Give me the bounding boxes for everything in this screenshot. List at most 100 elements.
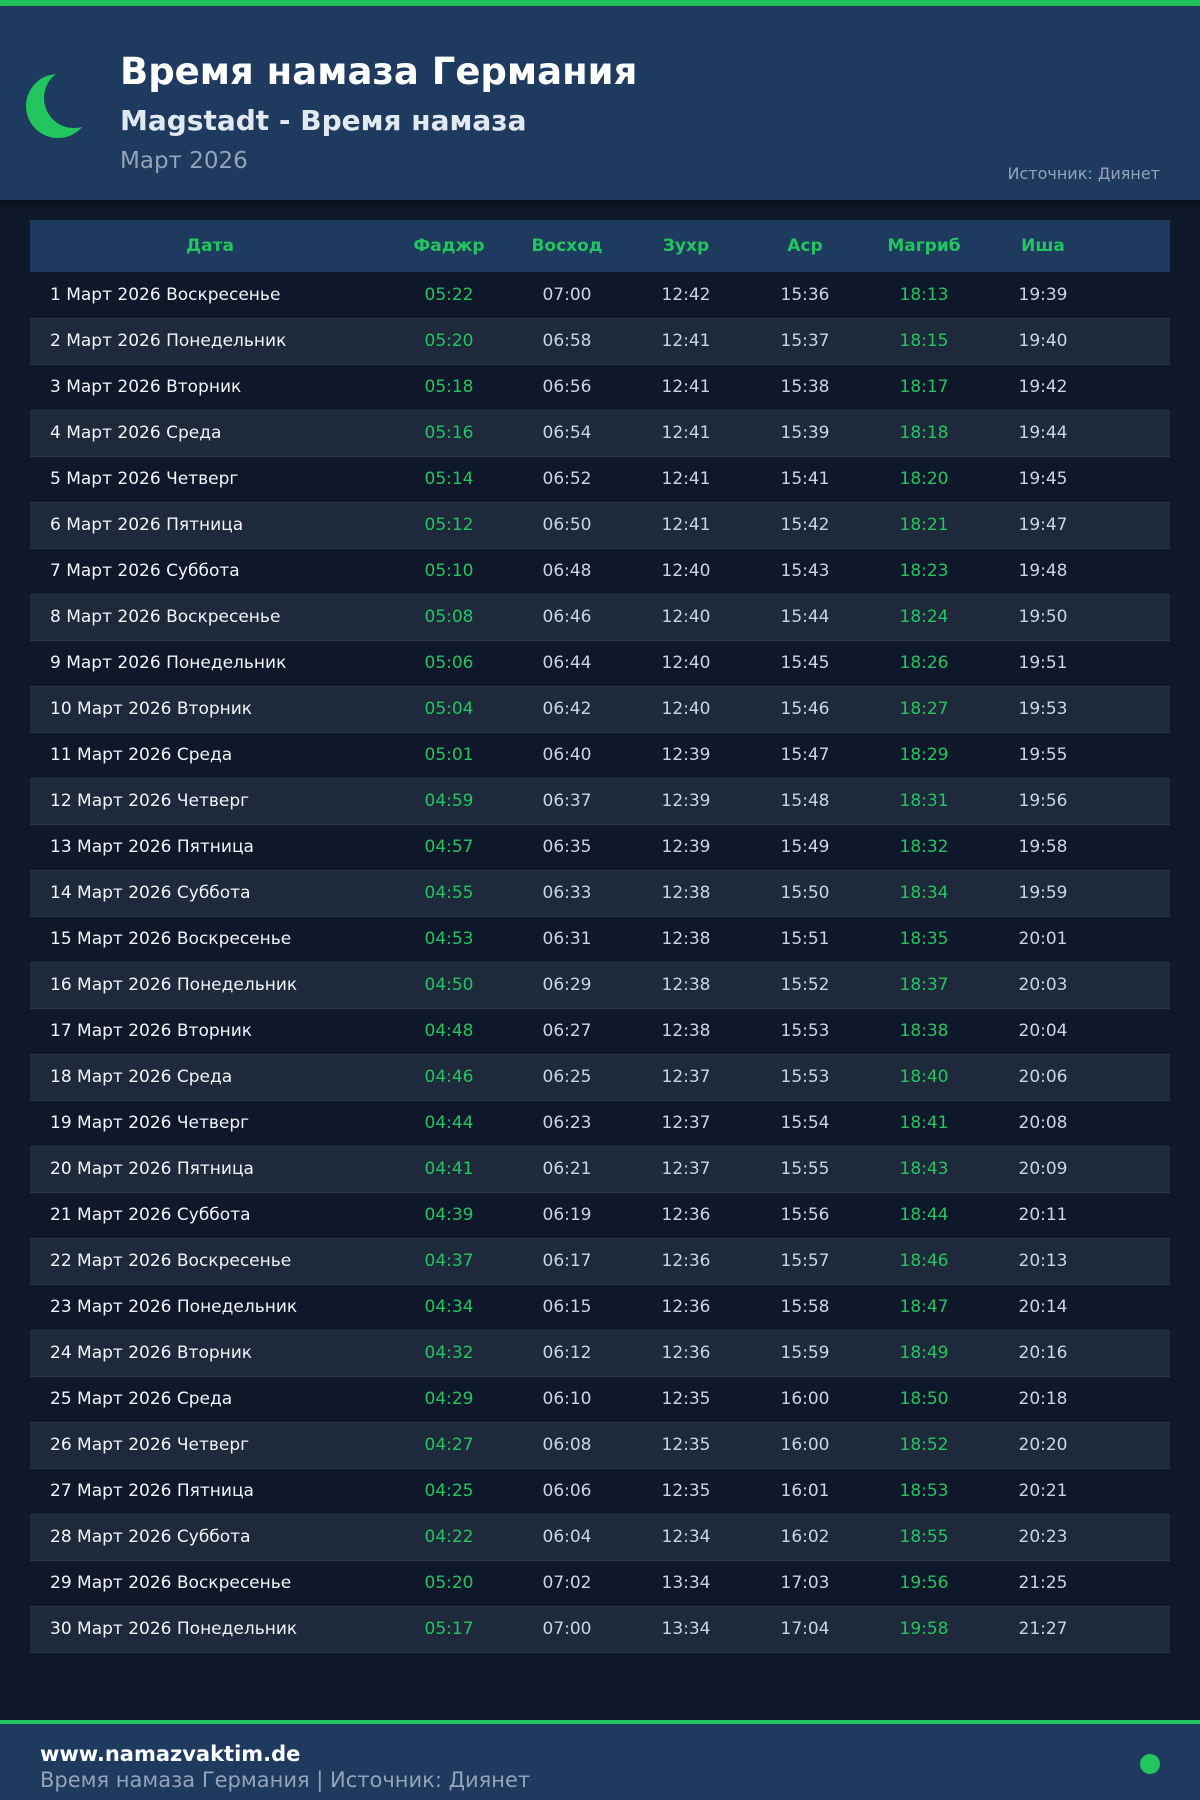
time-cell: 15:47	[746, 732, 864, 779]
table-row: 10 Март 2026 Вторник 05:04 06:42 12:40 15:46…	[30, 686, 1170, 733]
footer-text: Время намаза Германия | Источник: Диянет	[40, 1768, 531, 1792]
time-cell: 16:01	[746, 1468, 864, 1515]
time-cell: 21:27	[984, 1606, 1102, 1653]
time-cell: 15:38	[746, 364, 864, 411]
time-cell: 19:56	[864, 1560, 984, 1607]
time-cell: 06:46	[508, 594, 626, 641]
column-header: Фаджр	[413, 236, 485, 256]
time-cell: 12:38	[626, 916, 746, 963]
time-cell: 04:55	[390, 870, 508, 917]
time-cell: 20:14	[984, 1284, 1102, 1331]
time-cell: 20:21	[984, 1468, 1102, 1515]
column-header: Восход	[531, 236, 603, 256]
time-cell: 15:57	[746, 1238, 864, 1285]
time-cell: 06:42	[508, 686, 626, 733]
time-cell: 05:14	[390, 456, 508, 503]
time-cell: 18:18	[864, 410, 984, 457]
table-row: 15 Март 2026 Воскресенье 04:53 06:31 12:38 1…	[30, 916, 1170, 963]
time-cell: 04:53	[390, 916, 508, 963]
time-cell: 18:24	[864, 594, 984, 641]
date-cell: 24 Март 2026 Вторник	[30, 1330, 390, 1377]
time-cell: 05:08	[390, 594, 508, 641]
time-cell: 17:03	[746, 1560, 864, 1607]
header: Время намаза Германия Magstadt - Время н…	[0, 6, 1200, 200]
time-cell: 12:38	[626, 870, 746, 917]
column-header: Зухр	[662, 236, 710, 256]
date-cell: 22 Март 2026 Воскресенье	[30, 1238, 390, 1285]
time-cell: 18:32	[864, 824, 984, 871]
date-cell: 28 Март 2026 Суббота	[30, 1514, 390, 1561]
time-cell: 15:36	[746, 272, 864, 319]
table-row: 29 Март 2026 Воскресенье 05:20 07:02 13:34 1…	[30, 1560, 1170, 1607]
date-cell: 12 Март 2026 Четверг	[30, 778, 390, 825]
time-cell: 19:59	[984, 870, 1102, 917]
footer: www.namazvaktim.de Время намаза Германия…	[0, 1720, 1200, 1800]
time-cell: 19:51	[984, 640, 1102, 687]
time-cell: 06:58	[508, 318, 626, 365]
time-cell: 16:02	[746, 1514, 864, 1561]
table-row: 12 Март 2026 Четверг 04:59 06:37 12:39 15:48…	[30, 778, 1170, 825]
time-cell: 06:37	[508, 778, 626, 825]
date-cell: 5 Март 2026 Четверг	[30, 456, 390, 503]
time-cell: 18:43	[864, 1146, 984, 1193]
time-cell: 21:25	[984, 1560, 1102, 1607]
column-header: Дата	[186, 236, 234, 256]
time-cell: 18:38	[864, 1008, 984, 1055]
time-cell: 06:27	[508, 1008, 626, 1055]
time-cell: 19:56	[984, 778, 1102, 825]
table-row: 1 Март 2026 Воскресенье 05:22 07:00 12:42 15…	[30, 272, 1170, 319]
time-cell: 06:31	[508, 916, 626, 963]
time-cell: 18:37	[864, 962, 984, 1009]
source-label: Источник: Диянет	[1007, 164, 1160, 183]
time-cell: 15:59	[746, 1330, 864, 1377]
date-cell: 29 Март 2026 Воскресенье	[30, 1560, 390, 1607]
time-cell: 04:59	[390, 778, 508, 825]
time-cell: 15:51	[746, 916, 864, 963]
time-cell: 15:49	[746, 824, 864, 871]
time-cell: 06:52	[508, 456, 626, 503]
time-cell: 04:22	[390, 1514, 508, 1561]
date-cell: 4 Март 2026 Среда	[30, 410, 390, 457]
time-cell: 19:48	[984, 548, 1102, 595]
time-cell: 04:48	[390, 1008, 508, 1055]
time-cell: 15:50	[746, 870, 864, 917]
time-cell: 12:36	[626, 1284, 746, 1331]
status-dot-icon	[1140, 1754, 1160, 1774]
time-cell: 05:20	[390, 1560, 508, 1607]
table-row: 11 Март 2026 Среда 05:01 06:40 12:39 15:47 18…	[30, 732, 1170, 779]
time-cell: 15:56	[746, 1192, 864, 1239]
time-cell: 20:23	[984, 1514, 1102, 1561]
date-cell: 18 Март 2026 Среда	[30, 1054, 390, 1101]
column-header: Магриб	[887, 236, 961, 256]
time-cell: 05:16	[390, 410, 508, 457]
time-cell: 06:12	[508, 1330, 626, 1377]
site-link[interactable]: www.namazvaktim.de	[40, 1742, 301, 1766]
table-header: Дата Фаджр Восход Зухр Аср Магриб Иша	[30, 220, 1170, 272]
time-cell: 06:04	[508, 1514, 626, 1561]
time-cell: 20:09	[984, 1146, 1102, 1193]
time-cell: 18:41	[864, 1100, 984, 1147]
time-cell: 19:42	[984, 364, 1102, 411]
date-cell: 25 Март 2026 Среда	[30, 1376, 390, 1423]
time-cell: 06:40	[508, 732, 626, 779]
table-row: 23 Март 2026 Понедельник 04:34 06:15 12:36 1…	[30, 1284, 1170, 1331]
time-cell: 18:46	[864, 1238, 984, 1285]
date-cell: 13 Март 2026 Пятница	[30, 824, 390, 871]
table-row: 4 Март 2026 Среда 05:16 06:54 12:41 15:39 18:…	[30, 410, 1170, 457]
time-cell: 20:16	[984, 1330, 1102, 1377]
time-cell: 15:55	[746, 1146, 864, 1193]
time-cell: 06:44	[508, 640, 626, 687]
time-cell: 18:34	[864, 870, 984, 917]
time-cell: 12:36	[626, 1330, 746, 1377]
time-cell: 20:01	[984, 916, 1102, 963]
time-cell: 20:20	[984, 1422, 1102, 1469]
time-cell: 19:58	[984, 824, 1102, 871]
table-row: 6 Март 2026 Пятница 05:12 06:50 12:41 15:42 1…	[30, 502, 1170, 549]
date-cell: 30 Март 2026 Понедельник	[30, 1606, 390, 1653]
table-row: 8 Март 2026 Воскресенье 05:08 06:46 12:40 15…	[30, 594, 1170, 641]
time-cell: 15:53	[746, 1008, 864, 1055]
time-cell: 12:37	[626, 1146, 746, 1193]
date-cell: 21 Март 2026 Суббота	[30, 1192, 390, 1239]
time-cell: 12:41	[626, 364, 746, 411]
crescent-moon-icon	[26, 70, 96, 138]
